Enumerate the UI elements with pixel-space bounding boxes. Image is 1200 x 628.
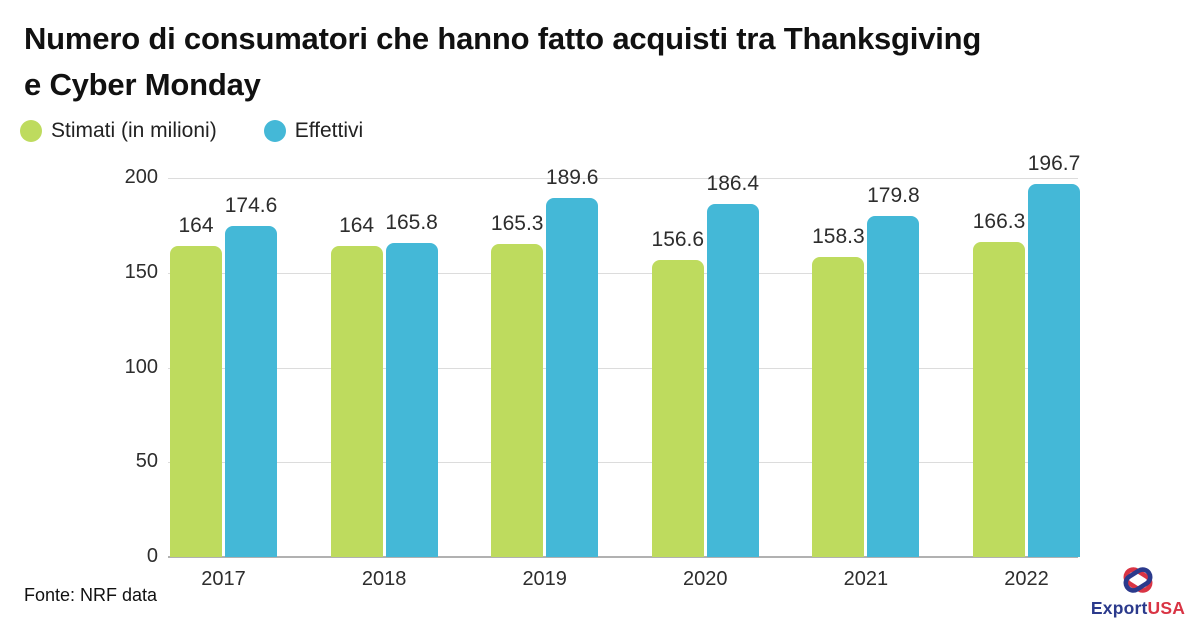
- x-axis-label: 2018: [361, 568, 407, 590]
- legend-dot-stimati-icon: [20, 120, 42, 142]
- bar-value-label: 174.6: [224, 194, 278, 218]
- bar-stimati: [330, 246, 383, 557]
- y-axis-label: 50: [135, 450, 158, 473]
- bar-value-label: 189.6: [545, 165, 599, 189]
- gridline: [168, 178, 1078, 179]
- bar-value-label: 156.6: [651, 228, 705, 252]
- x-axis-baseline: [168, 556, 1078, 558]
- logo-text-export: Export: [1090, 598, 1148, 618]
- bar-value-label: 166.3: [972, 209, 1026, 233]
- y-axis-label: 0: [146, 545, 158, 567]
- bar-stimati: [170, 246, 222, 557]
- x-axis-label: 2020: [683, 568, 728, 590]
- chart-title: Numero di consumatori che hanno fatto ac…: [24, 16, 1189, 108]
- bar-value-label: 165.8: [385, 210, 438, 234]
- logo-loop-red: [1123, 567, 1153, 593]
- gridline: [168, 367, 1078, 369]
- bar-effettivi: [546, 197, 599, 557]
- chart-title-line2: e Cyber Monday: [24, 67, 261, 102]
- exportusa-wordmark: ExportUSA: [1091, 598, 1185, 619]
- gridline: [168, 462, 1078, 464]
- bar-value-label: 164: [178, 214, 214, 238]
- bar-stimati: [651, 260, 704, 557]
- bar-effettivi: [385, 242, 438, 557]
- legend-label-stimati: Stimati (in milioni): [51, 119, 217, 142]
- exportusa-knot-icon: [1123, 567, 1153, 593]
- bar-stimati: [812, 257, 865, 557]
- legend-item-effettivi: Effettivi: [263, 119, 364, 143]
- chart-title-line1: Numero di consumatori che hanno fatto ac…: [24, 21, 982, 56]
- bar-stimati: [973, 241, 1025, 557]
- logo-text-usa: USA: [1147, 598, 1186, 618]
- bar-value-label: 158.3: [812, 225, 865, 249]
- legend-item-stimati: Stimati (in milioni): [20, 119, 217, 143]
- x-axis-label: 2022: [1004, 568, 1049, 590]
- exportusa-logo: ExportUSA: [1086, 563, 1190, 619]
- x-axis-label: 2021: [843, 568, 889, 590]
- bar-value-label: 186.4: [706, 171, 760, 195]
- legend-label-effettivi: Effettivi: [294, 119, 364, 142]
- source-note: Fonte: NRF data: [24, 585, 158, 605]
- y-axis-label: 100: [124, 355, 158, 378]
- bar-value-label: 179.8: [867, 184, 920, 208]
- legend-dot-effettivi-icon: [263, 120, 286, 142]
- bar-stimati: [491, 243, 544, 557]
- y-axis-label: 200: [124, 166, 158, 188]
- bar-effettivi: [1028, 184, 1080, 557]
- plot-area: 0 50 100 150 200 164 174.6 2017 164 165.8 2018 165.…: [125, 152, 1081, 590]
- x-axis-label: 2017: [201, 568, 246, 590]
- y-axis-label: 150: [124, 260, 158, 283]
- logo-loop-navy: [1123, 567, 1153, 593]
- x-axis-label: 2019: [522, 568, 567, 590]
- bar-effettivi: [706, 203, 759, 557]
- gridline: [168, 272, 1078, 274]
- bar-value-label: 196.7: [1027, 152, 1081, 176]
- legend: Stimati (in milioni) Effettivi: [20, 119, 363, 143]
- bar-effettivi: [867, 216, 920, 557]
- bar-value-label: 164: [339, 214, 375, 238]
- bar-effettivi: [225, 226, 277, 557]
- bar-value-label: 165.3: [490, 211, 544, 235]
